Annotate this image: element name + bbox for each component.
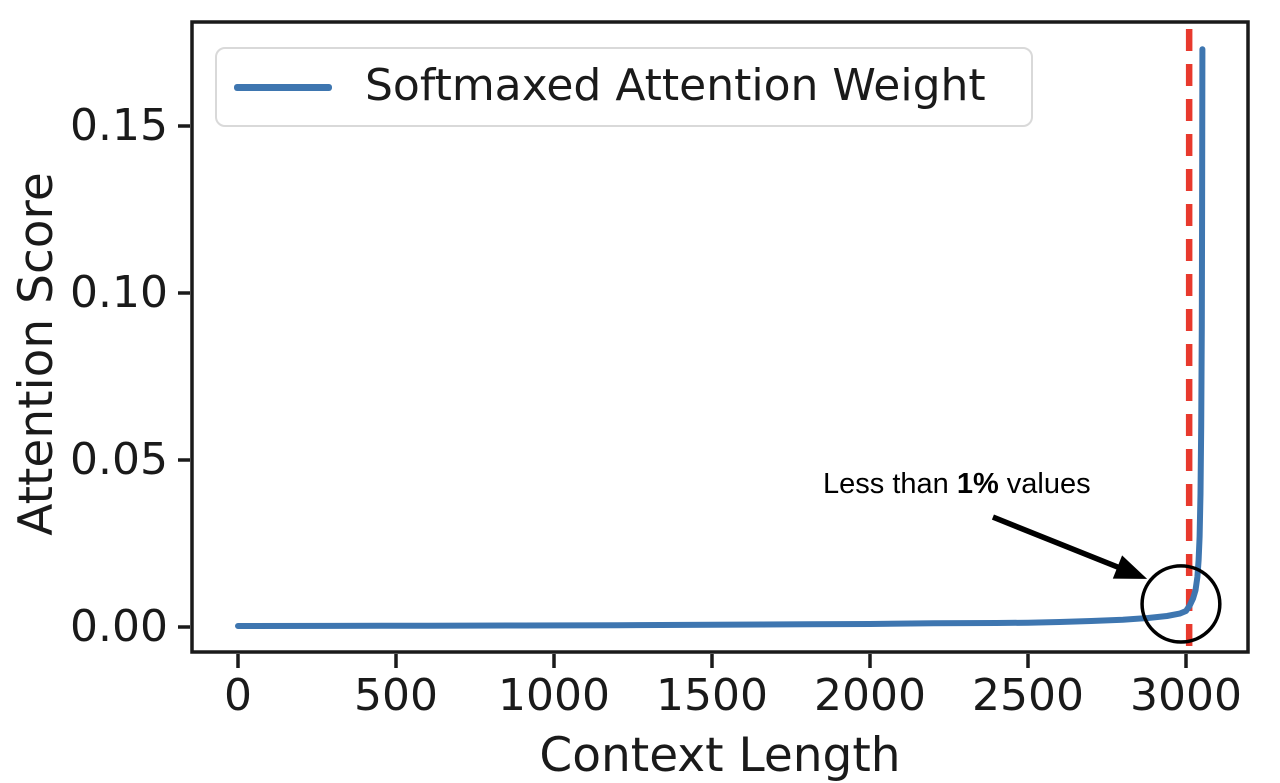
x-tick-label: 2500 xyxy=(972,670,1084,721)
annotation-text-prefix: Less than xyxy=(823,468,957,500)
y-tick-label: 0.00 xyxy=(70,601,168,652)
x-tick-label: 3000 xyxy=(1130,670,1242,721)
x-axis-label: Context Length xyxy=(539,728,901,783)
axes-frame xyxy=(190,20,1250,654)
y-tick-label: 0.15 xyxy=(70,100,168,151)
annotation-callout-text: Less than 1% values xyxy=(823,468,1091,501)
x-tick-label: 1000 xyxy=(498,670,610,721)
legend-box: Softmaxed Attention Weight xyxy=(215,47,1033,127)
legend-line-swatch xyxy=(234,83,332,91)
x-tick-label: 1500 xyxy=(656,670,768,721)
x-tick-label: 2000 xyxy=(814,670,926,721)
legend-label: Softmaxed Attention Weight xyxy=(365,59,986,111)
x-tick-label: 0 xyxy=(224,670,252,721)
y-tick-label: 0.10 xyxy=(70,267,168,318)
y-tick-label: 0.05 xyxy=(70,434,168,485)
attention-weight-curve xyxy=(235,46,1206,629)
annotation-shapes xyxy=(991,514,1222,644)
x-tick-label: 500 xyxy=(354,670,438,721)
annotation-text-bold: 1% xyxy=(956,468,999,500)
annotation-text-suffix: values xyxy=(998,468,1091,500)
axis-tick-marks xyxy=(178,124,1188,668)
y-axis-label: Attention Score xyxy=(9,172,64,536)
